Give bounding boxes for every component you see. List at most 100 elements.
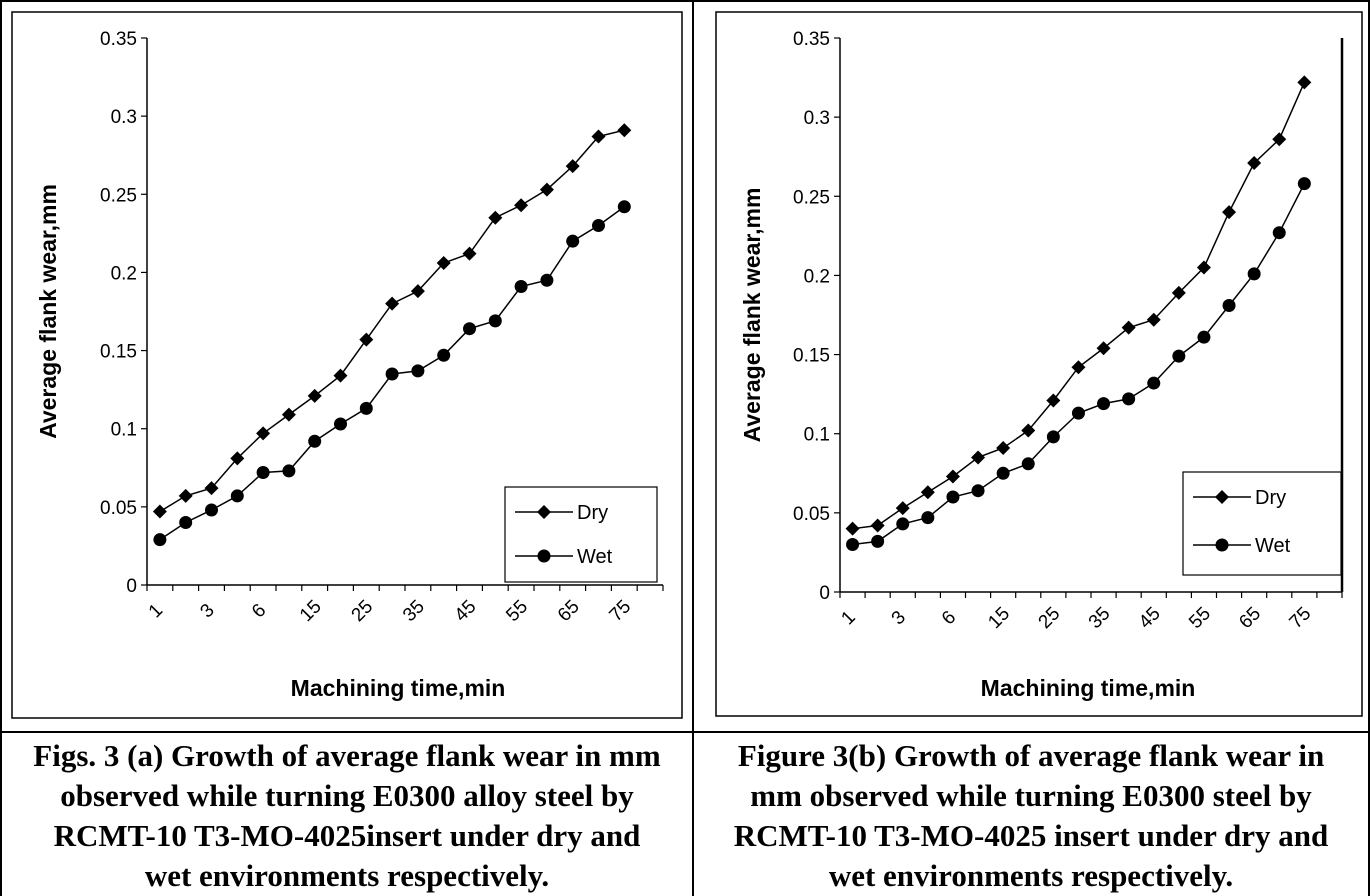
- data-point-dry: [307, 388, 322, 403]
- data-point-wet: [256, 465, 270, 479]
- data-point-dry: [1272, 132, 1287, 147]
- data-point-dry: [1021, 423, 1036, 438]
- data-point-dry: [591, 129, 606, 144]
- data-point-dry: [1297, 75, 1312, 90]
- series-line-dry: [852, 82, 1306, 530]
- x-tick-label: 75: [606, 596, 636, 626]
- legend-marker-wet: [1215, 538, 1229, 552]
- y-tick-label: 0.05: [100, 498, 137, 519]
- table-border-right: [1368, 0, 1370, 896]
- data-point-wet: [896, 517, 910, 531]
- legend-box: [1182, 471, 1342, 576]
- data-point-wet: [179, 515, 193, 529]
- data-point-dry: [1096, 341, 1111, 356]
- data-point-wet: [463, 322, 476, 336]
- data-point-dry: [281, 407, 296, 422]
- y-tick-label: 0.35: [100, 29, 137, 50]
- x-tick-label: 25: [1035, 603, 1065, 633]
- y-tick-label: 0.25: [100, 185, 137, 206]
- x-tick-label: 3: [196, 600, 218, 622]
- x-tick-label: 55: [502, 596, 532, 626]
- caption-left-line: wet environments respectively.: [144, 858, 550, 893]
- data-point-dry: [870, 518, 885, 533]
- data-point-dry: [178, 488, 193, 503]
- x-tick-label: 6: [248, 600, 270, 622]
- data-point-wet: [1097, 397, 1111, 411]
- y-tick-label: 0: [126, 576, 137, 597]
- caption-left-line: RCMT-10 T3-MO-4025insert under dry and: [53, 818, 641, 853]
- data-point-dry: [1196, 260, 1211, 275]
- data-point-dry: [462, 246, 477, 261]
- x-tick-label: 75: [1286, 603, 1316, 633]
- x-tick-label: 45: [1135, 603, 1165, 633]
- x-tick-label: 1: [145, 600, 167, 622]
- data-point-wet: [411, 364, 425, 378]
- data-point-wet: [1046, 430, 1060, 444]
- data-point-wet: [488, 314, 502, 328]
- table-border-row: [0, 731, 1370, 733]
- data-point-dry: [514, 198, 529, 213]
- data-point-wet: [921, 511, 935, 525]
- x-tick-label: 6: [938, 607, 960, 629]
- x-axis-title: Machining time,min: [291, 675, 506, 701]
- data-point-wet: [617, 200, 631, 214]
- data-point-wet: [540, 273, 554, 287]
- data-point-dry: [539, 182, 554, 197]
- data-point-dry: [152, 504, 167, 519]
- data-point-wet: [437, 348, 451, 362]
- y-tick-label: 0.15: [100, 342, 137, 363]
- data-point-dry: [1146, 312, 1161, 327]
- y-tick-label: 0: [819, 583, 830, 604]
- y-tick-label: 0.2: [111, 263, 137, 284]
- chart-a: 0 0.05 0.1 0.15 0.2 0.25 0.3 0.35 1 3 6 15 25 35 45 55 6…: [35, 29, 664, 701]
- data-point-dry: [230, 451, 245, 466]
- data-point-dry: [1247, 156, 1262, 171]
- data-point-wet: [1071, 406, 1085, 420]
- data-point-dry: [256, 426, 271, 441]
- data-point-wet: [946, 490, 960, 504]
- data-point-dry: [410, 284, 425, 299]
- table-border-middle: [692, 0, 694, 896]
- x-tick-label: 45: [451, 596, 481, 626]
- data-point-dry: [996, 440, 1011, 455]
- data-point-wet: [334, 417, 347, 431]
- data-point-wet: [846, 538, 860, 552]
- data-point-dry: [945, 469, 960, 484]
- data-point-wet: [385, 367, 399, 381]
- y-tick-label: 0.25: [793, 187, 830, 208]
- caption-left: Figs. 3 (a) Growth of average flank wear…: [2, 736, 692, 896]
- y-tick-label: 0.35: [793, 29, 830, 50]
- y-tick-label: 0.05: [793, 504, 830, 525]
- y-tick-label: 0.2: [804, 266, 830, 287]
- data-point-wet: [1172, 349, 1186, 363]
- data-point-wet: [592, 219, 605, 233]
- data-point-dry: [204, 481, 219, 496]
- data-point-wet: [1222, 299, 1236, 313]
- data-point-dry: [436, 256, 451, 271]
- legend-label-dry: Dry: [577, 502, 608, 524]
- y-tick-label: 0.3: [111, 107, 137, 128]
- x-tick-label: 15: [984, 603, 1014, 633]
- y-axis-title: Average flank wear,mm: [35, 184, 61, 439]
- caption-right-line: wet environments respectively.: [828, 858, 1234, 893]
- data-point-wet: [566, 234, 580, 248]
- data-point-dry: [1071, 360, 1086, 375]
- chart-b-border: [715, 11, 1363, 717]
- data-point-wet: [1147, 376, 1161, 390]
- y-tick-label: 0.3: [804, 108, 830, 129]
- data-point-dry: [1171, 285, 1186, 300]
- data-point-dry: [333, 368, 348, 383]
- legend-box: [504, 486, 658, 583]
- data-point-wet: [359, 401, 373, 415]
- legend-label-dry: Dry: [1255, 487, 1286, 509]
- chart-a-border: [11, 11, 683, 719]
- caption-left-line: observed while turning E0300 alloy steel…: [60, 778, 634, 813]
- data-point-dry: [359, 332, 374, 347]
- data-point-dry: [1121, 320, 1136, 335]
- data-point-dry: [971, 450, 986, 465]
- data-point-wet: [1197, 330, 1211, 344]
- data-point-wet: [205, 503, 218, 517]
- y-axis-title: Average flank wear,mm: [739, 188, 765, 443]
- data-point-dry: [920, 485, 935, 500]
